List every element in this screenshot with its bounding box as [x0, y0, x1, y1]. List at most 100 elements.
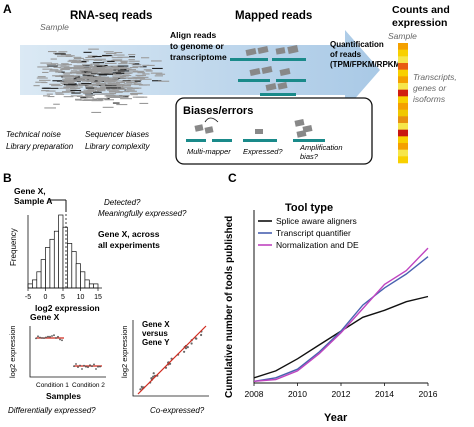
condition-1: Condition 1: [36, 382, 69, 389]
note-library-prep: Library preparation: [6, 142, 74, 151]
series-line-2: [253, 256, 429, 382]
read-fragment: [103, 80, 111, 82]
read-fragment: [80, 76, 87, 78]
read-fragment: [96, 97, 108, 99]
panel-b-label: B: [3, 171, 12, 185]
read-fragment: [65, 55, 75, 57]
bias-illustrations: [186, 117, 325, 142]
read-fragment: [107, 82, 118, 84]
read-fragment: [96, 89, 103, 91]
read-fragment: [112, 76, 124, 78]
note-sequencer-biases: Sequencer biases: [85, 130, 149, 139]
read-fragment: [99, 55, 109, 57]
read-fragment: [92, 56, 102, 58]
read-fragment: [100, 88, 110, 90]
diff-expressed-q: Differentially expressed?: [8, 406, 96, 415]
read-fragment: [64, 80, 74, 82]
read-fragment: [93, 93, 106, 95]
read-fragment: [88, 90, 95, 92]
read-fragment: [92, 98, 103, 100]
read-fragment: [94, 58, 106, 60]
read-fragment: [50, 87, 59, 89]
read-fragment: [111, 59, 120, 61]
legend-label: Normalization and DE: [276, 240, 359, 250]
read-fragment: [100, 86, 112, 88]
panel-a-label: A: [3, 2, 12, 16]
condition-strip-plot: [29, 326, 106, 378]
read-fragment: [36, 77, 48, 79]
read-fragment: [113, 67, 125, 69]
read-fragment: [52, 80, 62, 82]
quant-line-2: of reads: [330, 50, 362, 59]
read-fragment: [90, 73, 103, 75]
read-fragment: [107, 83, 115, 85]
read-fragment: [96, 90, 106, 92]
biases-box: [175, 97, 373, 165]
read-fragment: [131, 80, 141, 82]
read-fragment: [83, 92, 91, 94]
read-fragment: [76, 77, 87, 79]
read-fragment: [134, 84, 143, 86]
hist-bar: [80, 271, 86, 289]
cond2-point: [93, 363, 95, 366]
read-fragment: [96, 73, 109, 75]
scatter-point: [152, 375, 155, 378]
read-fragment: [73, 57, 84, 59]
read-fragment: [37, 66, 49, 68]
read-fragment: [120, 61, 128, 63]
read-fragment: [90, 63, 100, 65]
hist-bar: [71, 251, 77, 289]
read-fragment: [76, 62, 87, 64]
read-fragment: [126, 83, 136, 85]
tools-line-chart: 2008 2010 2012 2014 2016 Splice aware aligner…: [245, 210, 438, 399]
read-fragment: [93, 59, 103, 61]
read-fragment: [94, 87, 106, 89]
read-fragment: [108, 90, 120, 92]
read-fragment: [80, 97, 88, 99]
read-fragment: [85, 87, 95, 89]
read-fragment: [127, 78, 138, 80]
align-line-2: to genome or: [170, 41, 225, 51]
counts-title-2: expression: [392, 17, 447, 29]
genex-samplea-2: Sample A: [14, 196, 52, 206]
panel-c-label: C: [228, 171, 237, 185]
legend-label: Transcript quantifier: [276, 228, 351, 238]
read-fragment: [73, 56, 82, 58]
read-fragment: [120, 77, 128, 79]
scatter-fit: [137, 325, 207, 395]
read-fragment: [107, 77, 118, 79]
heat-cell: [398, 109, 408, 117]
cond1-point: [41, 337, 43, 339]
read-fragment: [73, 65, 83, 67]
read-fragment: [43, 95, 50, 97]
read-fragment: [142, 73, 150, 75]
read-fragment: [35, 81, 46, 83]
read-fragment: [117, 65, 129, 67]
read-fragment: [88, 48, 99, 50]
cond1-point: [59, 338, 61, 341]
read-fragment: [85, 86, 97, 88]
bias-expressed: Expressed?: [243, 147, 283, 156]
read-fragment: [126, 90, 137, 92]
scatter-point: [139, 388, 142, 391]
scatter-ylabel: log2 expression: [120, 325, 129, 378]
read-fragment: [116, 82, 126, 84]
read-fragment: [63, 74, 71, 76]
genex-samplea-1: Gene X,: [14, 186, 46, 196]
read-fragment: [85, 70, 96, 72]
read-fragment: [83, 51, 92, 53]
read-fragment: [64, 72, 76, 74]
read-fragment: [90, 75, 102, 77]
read-fragment: [102, 106, 114, 108]
read-fragment: [73, 68, 81, 70]
read-fragment: [102, 67, 112, 69]
read-fragment: [65, 89, 77, 91]
read-fragment: [113, 86, 124, 88]
read-fragment: [98, 74, 108, 76]
expression-heat-strip: [398, 43, 408, 164]
read-fragment: [86, 97, 94, 99]
read-fragment: [103, 51, 114, 53]
heat-cell: [398, 123, 408, 130]
read-fragment: [52, 75, 61, 77]
